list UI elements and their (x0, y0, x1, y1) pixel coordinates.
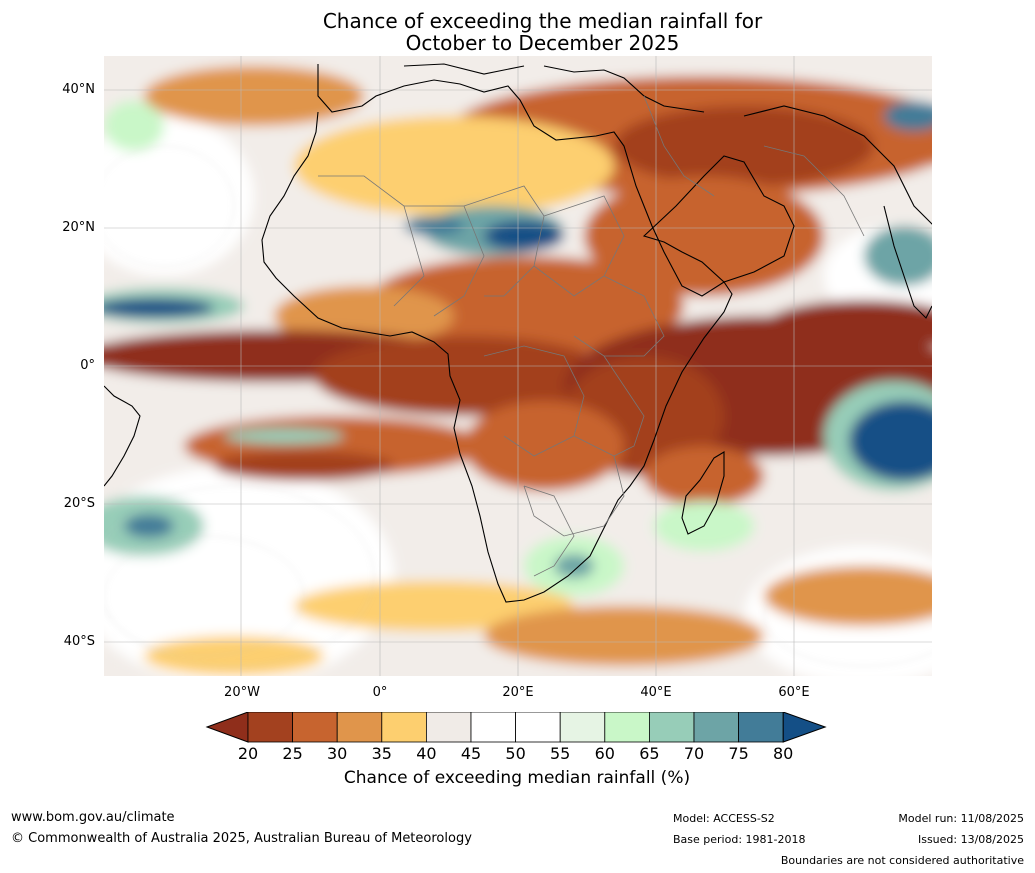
title-line-1: Chance of exceeding the median rainfall … (322, 9, 763, 33)
lat-label-20n: 20°N (62, 220, 95, 235)
map-canvas (104, 56, 932, 676)
base-period: Base period: 1981-2018 (673, 833, 806, 846)
copyright-text: © Commonwealth of Australia 2025, Austra… (11, 831, 472, 846)
model-name: Model: ACCESS-S2 (673, 812, 775, 825)
lat-label-40s: 40°S (63, 634, 95, 649)
colorbar-segment (559, 712, 606, 743)
colorbar-tick-label: 45 (460, 744, 482, 763)
colorbar-tick-label: 70 (683, 744, 705, 763)
colorbar-segment (381, 712, 427, 743)
colorbar-extend-high (782, 712, 827, 743)
colorbar-segment (247, 712, 293, 743)
lon-label-60e: 60°E (778, 685, 810, 700)
rainfall-map (104, 56, 932, 676)
website-link[interactable]: www.bom.gov.au/climate (11, 810, 175, 825)
colorbar-tick-label: 20 (237, 744, 259, 763)
title-line-2: October to December 2025 (405, 31, 680, 55)
model-run-date: Model run: 11/08/2025 (898, 812, 1024, 825)
lat-label-0: 0° (80, 358, 95, 373)
lon-label-20e: 20°E (502, 685, 534, 700)
coastlines (104, 63, 932, 603)
boundary-disclaimer: Boundaries are not considered authoritat… (780, 854, 1024, 867)
colorbar-tick-label: 75 (728, 744, 749, 763)
colorbar-segment (336, 712, 383, 743)
contour-lines (104, 145, 932, 667)
colorbar-tick-label: 40 (416, 744, 437, 763)
colorbar-segment (515, 712, 561, 743)
lon-label-40e: 40°E (640, 685, 672, 700)
lon-label-0: 0° (372, 685, 388, 700)
colorbar-tick-label: 60 (594, 744, 615, 763)
lat-label-20s: 20°S (63, 496, 95, 511)
issued-date: Issued: 13/08/2025 (917, 833, 1024, 846)
colorbar-tick-label: 65 (639, 744, 660, 763)
colorbar-segment (648, 712, 695, 743)
map-title: Chance of exceeding the median rainfall … (0, 10, 1035, 54)
colorbar-tick-label: 55 (550, 744, 571, 763)
colorbar-segment (425, 712, 472, 743)
colorbar-segment (738, 712, 784, 743)
colorbar-tick-label: 25 (282, 744, 303, 763)
lon-label-20w: 20°W (224, 685, 260, 700)
colorbar-segment (292, 712, 338, 743)
graticule (104, 56, 932, 676)
colorbar-tick-label: 30 (327, 744, 348, 763)
colorbar-extend-low (205, 712, 249, 743)
colorbar-segment (693, 712, 739, 743)
colorbar-segment (604, 712, 650, 743)
colorbar-segment (470, 712, 516, 743)
country-borders (318, 95, 865, 577)
colorbar (205, 712, 827, 743)
colorbar-label: Chance of exceeding median rainfall (%) (343, 768, 691, 788)
colorbar-tick-label: 80 (773, 744, 794, 763)
lat-label-40n: 40°N (62, 82, 95, 97)
colorbar-tick-label: 50 (505, 744, 526, 763)
colorbar-tick-label: 35 (371, 744, 392, 763)
